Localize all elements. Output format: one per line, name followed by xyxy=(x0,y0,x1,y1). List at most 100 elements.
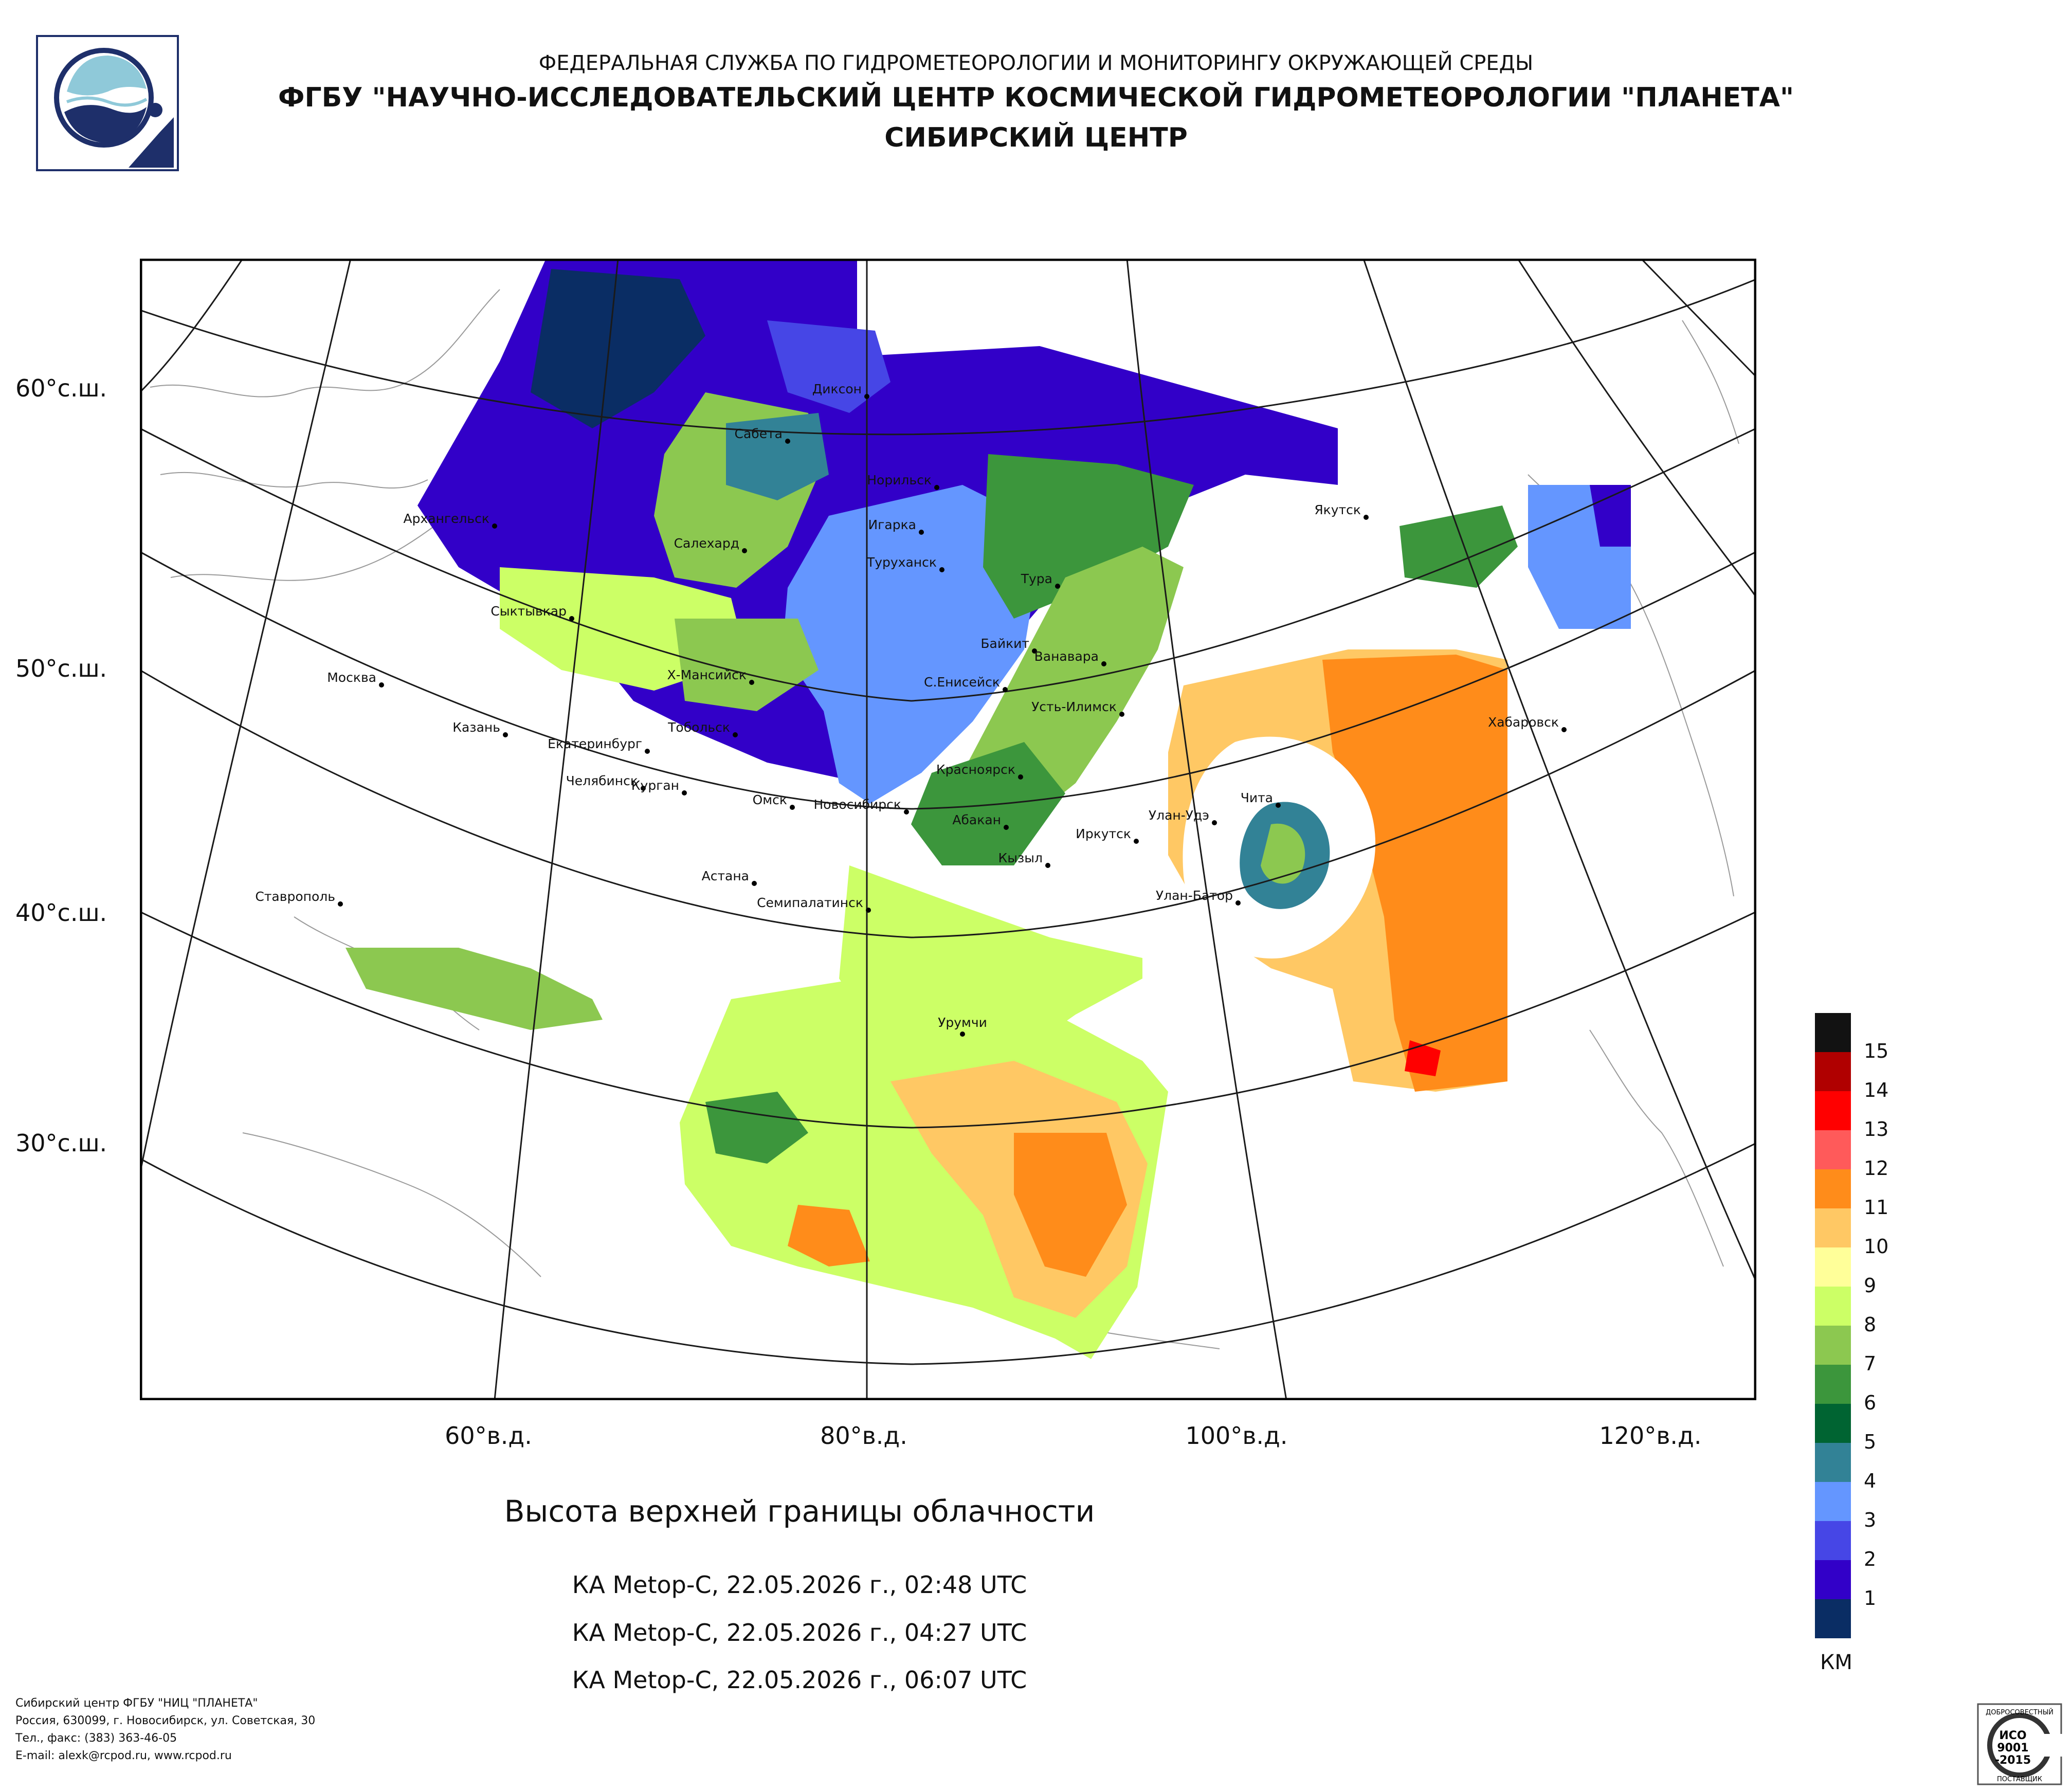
city-label: Сыктывкар xyxy=(490,604,567,619)
lon-label-120: 120°в.д. xyxy=(1599,1422,1702,1450)
city-label: Ставрополь xyxy=(255,889,335,904)
city-label: Екатеринбург xyxy=(548,736,642,751)
city-marker xyxy=(790,805,795,810)
colorbar-swatch xyxy=(1815,1247,1851,1287)
city-label: Салехард xyxy=(674,536,739,551)
colorbar-swatch xyxy=(1815,1287,1851,1326)
city-marker xyxy=(785,439,790,444)
city-label: Улан-Батор xyxy=(1156,888,1233,903)
city-marker xyxy=(939,567,944,572)
satellite-pass-3: КА Metop-C, 22.05.2026 г., 06:07 UTC xyxy=(572,1666,1027,1694)
satellite-pass-1: КА Metop-C, 22.05.2026 г., 02:48 UTC xyxy=(572,1571,1027,1599)
city-layer: Диксон Сабета Норильск Игарка Туруханск Тура Я… xyxy=(255,382,1567,1037)
colorbar-swatch xyxy=(1815,1052,1851,1091)
city-marker xyxy=(1235,900,1241,906)
city-label: Семипалатинск xyxy=(757,895,863,910)
colorbar-label: 13 xyxy=(1864,1118,1889,1141)
lat-label-30: 30°с.ш. xyxy=(15,1129,107,1157)
colorbar-label: 4 xyxy=(1864,1470,1877,1492)
colorbar-swatch xyxy=(1815,1404,1851,1443)
city-marker xyxy=(645,749,650,754)
city-marker xyxy=(866,908,871,913)
city-marker xyxy=(1364,515,1369,520)
colorbar-label: 11 xyxy=(1864,1196,1889,1219)
city-label: Урумчи xyxy=(938,1015,987,1030)
colorbar-swatch xyxy=(1815,1560,1851,1599)
city-label: Омск xyxy=(753,792,787,807)
city-marker xyxy=(503,732,508,737)
cert-number-text: 9001 xyxy=(1997,1742,2028,1754)
lat-label-60: 60°с.ш. xyxy=(15,374,107,402)
city-label: Новосибирск xyxy=(814,797,902,812)
city-label: Норильск xyxy=(867,473,932,487)
institute-line: ФГБУ "НАУЧНО-ИССЛЕДОВАТЕЛЬСКИЙ ЦЕНТР КОС… xyxy=(278,82,1794,113)
city-marker xyxy=(864,394,869,399)
city-label: Курган xyxy=(631,778,679,793)
colorbar-swatch xyxy=(1815,1482,1851,1521)
city-label: Москва xyxy=(327,670,376,685)
city-label: Туруханск xyxy=(866,555,937,570)
city-marker xyxy=(1004,825,1009,830)
city-marker xyxy=(1561,727,1567,732)
cert-bottom-text: ПОСТАВЩИК xyxy=(1997,1776,2042,1783)
colorbar-label: 14 xyxy=(1864,1079,1889,1101)
city-marker xyxy=(1045,863,1050,868)
agency-line: ФЕДЕРАЛЬНАЯ СЛУЖБА ПО ГИДРОМЕТЕОРОЛОГИИ … xyxy=(538,51,1534,75)
city-label: Тобольск xyxy=(667,720,730,735)
colorbar-label: 2 xyxy=(1864,1548,1877,1570)
colorbar-label: 12 xyxy=(1864,1157,1889,1180)
city-marker xyxy=(1119,712,1124,717)
iso-certificate-badge: ДОБРОСОВЕСТНЫЙ ИСО 9001 -2015 ПОСТАВЩИК xyxy=(1977,1703,2062,1785)
footer-email: E-mail: alexk@rcpod.ru, www.rcpod.ru xyxy=(15,1749,232,1762)
colorbar-swatch xyxy=(1815,1599,1851,1638)
colorbar-swatch xyxy=(1815,1443,1851,1482)
city-label: Х-Мансийск xyxy=(667,667,747,682)
city-label: Байкит xyxy=(980,636,1029,651)
city-marker xyxy=(1032,648,1037,654)
city-marker xyxy=(934,485,939,490)
cloud-top-height-map: Диксон Сабета Норильск Игарка Туруханск Тура Я… xyxy=(140,259,1756,1400)
map-frame xyxy=(140,259,1756,1400)
city-label: Якутск xyxy=(1314,502,1361,517)
city-label: Архангельск xyxy=(403,511,489,526)
lon-label-80: 80°в.д. xyxy=(820,1422,907,1450)
city-label: Красноярск xyxy=(936,762,1015,777)
city-marker xyxy=(904,809,909,815)
city-label: Игарка xyxy=(868,517,916,532)
city-label: С.Енисейск xyxy=(924,675,1000,690)
colorbar-label: 1 xyxy=(1864,1587,1877,1609)
graticule xyxy=(140,259,1756,1400)
planeta-logo xyxy=(36,35,179,171)
colorbar-swatch xyxy=(1815,1365,1851,1404)
lon-label-100: 100°в.д. xyxy=(1185,1422,1288,1450)
city-marker xyxy=(1003,687,1008,692)
satellite-pass-2: КА Metop-C, 22.05.2026 г., 04:27 UTC xyxy=(572,1619,1027,1647)
city-marker xyxy=(338,901,343,907)
city-marker xyxy=(752,881,757,886)
product-title: Высота верхней границы облачности xyxy=(504,1494,1095,1529)
colorbar-swatch xyxy=(1815,1208,1851,1247)
city-label: Ванавара xyxy=(1034,649,1099,664)
colorbar-label: 6 xyxy=(1864,1391,1877,1414)
cert-iso-text: ИСО xyxy=(1999,1729,2026,1742)
city-label: Абакан xyxy=(952,812,1001,827)
city-marker xyxy=(919,530,924,535)
city-label: Сабета xyxy=(735,426,783,441)
city-marker xyxy=(492,523,497,529)
city-marker xyxy=(1101,661,1106,666)
city-marker xyxy=(1055,584,1060,589)
city-label: Челябинск xyxy=(566,773,638,788)
map-canvas: Диксон Сабета Норильск Игарка Туруханск Тура Я… xyxy=(140,259,1756,1400)
footer-contacts: Сибирский центр ФГБУ "НИЦ "ПЛАНЕТА" Росс… xyxy=(15,1695,315,1765)
city-marker xyxy=(960,1032,965,1037)
cert-top-text: ДОБРОСОВЕСТНЫЙ xyxy=(1986,1708,2053,1716)
colorbar-label: 5 xyxy=(1864,1431,1877,1453)
colorbar-swatch xyxy=(1815,1091,1851,1130)
colorbar-unit: КМ xyxy=(1820,1651,1852,1674)
city-label: Астана xyxy=(702,869,749,883)
city-label: Чита xyxy=(1241,790,1273,805)
cloud-cover xyxy=(346,259,1631,1359)
colorbar-label: 3 xyxy=(1864,1509,1877,1531)
city-marker xyxy=(1134,839,1139,844)
footer-address: Россия, 630099, г. Новосибирск, ул. Сове… xyxy=(15,1714,316,1727)
